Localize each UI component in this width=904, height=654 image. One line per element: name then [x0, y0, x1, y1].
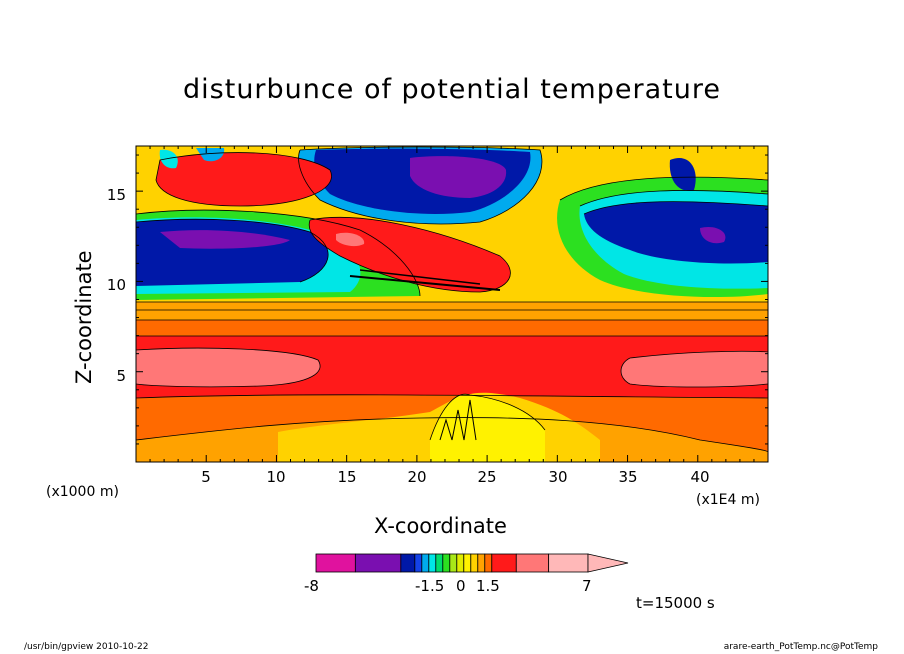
- colorbar-extend-arrow: [587, 553, 629, 573]
- x-tick-label: 10: [266, 468, 286, 486]
- colorbar-swatch: [449, 553, 458, 573]
- colorbar-swatch: [400, 553, 416, 573]
- x-tick-label: 5: [201, 468, 211, 486]
- x-axis-label: X-coordinate: [374, 514, 507, 538]
- colorbar-swatch: [435, 553, 444, 573]
- colorbar-tick-label: 1.5: [476, 577, 500, 595]
- colorbar-swatch: [354, 553, 402, 573]
- x-tick-label: 40: [690, 468, 710, 486]
- chart-title: disturbunce of potential temperature: [183, 74, 721, 105]
- x-tick-label: 30: [548, 468, 568, 486]
- y-unit-label: (x1000 m): [46, 484, 119, 500]
- x-tick-label: 35: [618, 468, 638, 486]
- y-axis-label: Z-coordinate: [72, 250, 96, 384]
- axis-ticks: [136, 146, 768, 462]
- footer-left: /usr/bin/gpview 2010-10-22: [24, 642, 149, 652]
- colorbar-swatch: [414, 553, 423, 573]
- colorbar-swatch: [456, 553, 465, 573]
- colorbar-swatch: [442, 553, 451, 573]
- x-unit-label: (x1E4 m): [696, 492, 760, 508]
- colorbar-swatch: [315, 553, 356, 573]
- filled-contours: [136, 146, 768, 462]
- x-tick-label: 20: [407, 468, 427, 486]
- colorbar-swatch: [470, 553, 479, 573]
- colorbar-swatch: [491, 553, 517, 573]
- contour-lines: [136, 146, 768, 453]
- colorbar: [315, 553, 629, 573]
- x-tick-label: 25: [477, 468, 497, 486]
- colorbar-swatch: [548, 553, 589, 573]
- colorbar-tick-label: -1.5: [415, 577, 445, 595]
- time-label: t=15000 s: [636, 594, 715, 612]
- colorbar-swatch: [463, 553, 472, 573]
- colorbar-tick-label: 0: [456, 577, 466, 595]
- colorbar-swatch: [421, 553, 430, 573]
- y-tick-label: 15: [106, 186, 126, 204]
- colorbar-tick-label: 7: [582, 577, 592, 595]
- colorbar-tick-label: -8: [304, 577, 319, 595]
- colorbar-swatch: [477, 553, 486, 573]
- colorbar-swatch: [428, 553, 437, 573]
- y-tick-label: 5: [116, 367, 126, 385]
- x-tick-label: 15: [337, 468, 357, 486]
- footer-right: arare-earth_PotTemp.nc@PotTemp: [723, 642, 878, 652]
- colorbar-swatch: [515, 553, 550, 573]
- colorbar-swatch: [484, 553, 493, 573]
- y-tick-label: 10: [106, 276, 126, 294]
